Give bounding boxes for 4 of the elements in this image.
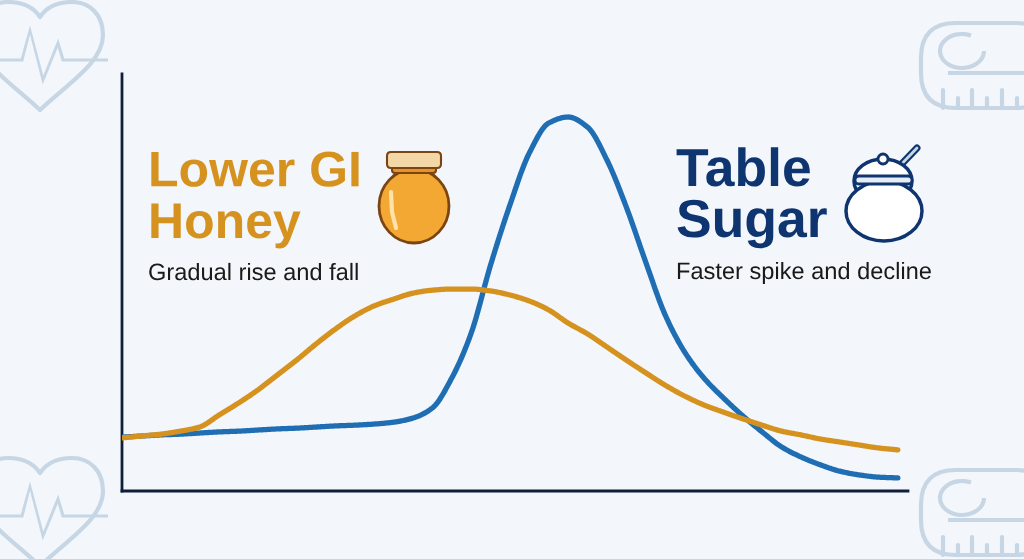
annotation: Gradual rise and fall (149, 262, 358, 281)
series-label: Table Sugar (676, 147, 827, 249)
series-label: Lower GI Honey (151, 151, 359, 249)
annotation: Faster spike and decline (677, 261, 931, 284)
